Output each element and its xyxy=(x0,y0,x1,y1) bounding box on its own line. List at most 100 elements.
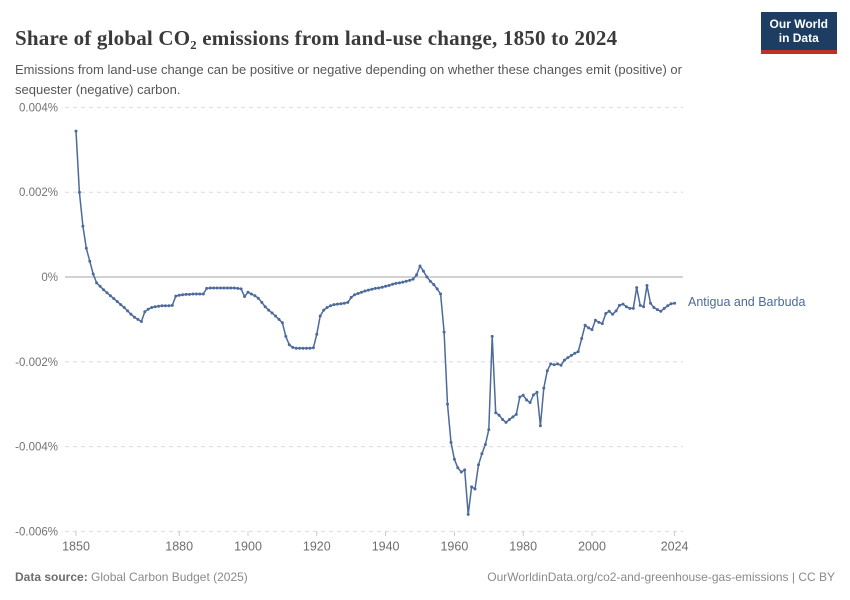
data-point-marker[interactable] xyxy=(425,275,429,279)
data-point-marker[interactable] xyxy=(638,303,642,307)
data-point-marker[interactable] xyxy=(556,362,560,366)
data-point-marker[interactable] xyxy=(490,334,494,338)
data-point-marker[interactable] xyxy=(146,307,150,311)
data-point-marker[interactable] xyxy=(404,279,408,283)
data-point-marker[interactable] xyxy=(305,346,308,350)
data-point-marker[interactable] xyxy=(170,303,174,307)
data-point-marker[interactable] xyxy=(377,286,381,290)
data-point-marker[interactable] xyxy=(301,346,305,350)
data-point-marker[interactable] xyxy=(552,363,556,367)
data-point-marker[interactable] xyxy=(294,346,298,350)
data-point-marker[interactable] xyxy=(514,412,518,416)
data-point-marker[interactable] xyxy=(88,259,92,263)
data-point-marker[interactable] xyxy=(256,296,260,300)
data-point-marker[interactable] xyxy=(133,315,136,319)
data-point-marker[interactable] xyxy=(621,302,625,306)
data-point-marker[interactable] xyxy=(446,402,449,406)
data-point-marker[interactable] xyxy=(387,284,391,287)
data-point-marker[interactable] xyxy=(84,246,88,250)
data-point-marker[interactable] xyxy=(628,306,632,310)
data-point-marker[interactable] xyxy=(600,322,604,326)
data-point-marker[interactable] xyxy=(559,363,563,367)
data-point-marker[interactable] xyxy=(143,310,147,314)
data-point-marker[interactable] xyxy=(225,286,229,290)
data-point-marker[interactable] xyxy=(655,308,659,312)
data-point-marker[interactable] xyxy=(614,309,618,313)
data-point-marker[interactable] xyxy=(532,393,535,397)
data-point-marker[interactable] xyxy=(287,343,291,347)
data-point-marker[interactable] xyxy=(177,293,181,297)
data-point-marker[interactable] xyxy=(91,272,95,276)
data-point-marker[interactable] xyxy=(102,288,105,292)
data-point-marker[interactable] xyxy=(205,286,209,290)
data-point-marker[interactable] xyxy=(611,312,615,316)
data-point-marker[interactable] xyxy=(528,401,532,404)
data-point-marker[interactable] xyxy=(635,286,639,290)
data-point-marker[interactable] xyxy=(607,309,611,313)
data-point-marker[interactable] xyxy=(542,386,546,390)
data-point-marker[interactable] xyxy=(95,281,99,285)
data-point-marker[interactable] xyxy=(353,293,357,297)
data-point-marker[interactable] xyxy=(366,288,370,292)
data-point-marker[interactable] xyxy=(439,292,443,296)
data-point-marker[interactable] xyxy=(590,328,594,332)
data-point-marker[interactable] xyxy=(219,286,222,290)
data-point-marker[interactable] xyxy=(342,301,346,305)
data-point-marker[interactable] xyxy=(129,312,133,316)
data-point-marker[interactable] xyxy=(535,390,539,394)
data-point-marker[interactable] xyxy=(157,304,161,308)
data-point-marker[interactable] xyxy=(538,424,542,428)
data-point-marker[interactable] xyxy=(356,292,360,295)
data-point-marker[interactable] xyxy=(494,411,498,415)
data-point-marker[interactable] xyxy=(401,280,405,284)
data-point-marker[interactable] xyxy=(160,304,164,308)
data-point-marker[interactable] xyxy=(432,283,436,287)
data-point-marker[interactable] xyxy=(284,334,288,338)
data-point-marker[interactable] xyxy=(191,292,195,296)
data-point-marker[interactable] xyxy=(263,305,267,309)
data-point-marker[interactable] xyxy=(652,306,656,309)
data-point-marker[interactable] xyxy=(501,418,505,421)
data-point-marker[interactable] xyxy=(188,292,191,296)
data-point-marker[interactable] xyxy=(587,326,591,330)
data-point-marker[interactable] xyxy=(569,353,573,357)
data-point-marker[interactable] xyxy=(563,358,566,362)
data-point-marker[interactable] xyxy=(184,292,188,296)
data-point-marker[interactable] xyxy=(274,314,277,318)
data-point-marker[interactable] xyxy=(298,346,302,350)
data-point-marker[interactable] xyxy=(239,287,243,291)
data-point-marker[interactable] xyxy=(593,318,597,322)
entity-label[interactable]: Antigua and Barbuda xyxy=(688,295,806,310)
data-point-marker[interactable] xyxy=(669,302,673,306)
data-point-marker[interactable] xyxy=(370,287,374,291)
data-point-marker[interactable] xyxy=(662,306,666,310)
data-point-marker[interactable] xyxy=(315,332,319,336)
data-point-marker[interactable] xyxy=(511,415,515,419)
data-point-marker[interactable] xyxy=(576,350,580,354)
data-point-marker[interactable] xyxy=(673,301,677,305)
data-point-marker[interactable] xyxy=(198,292,202,296)
data-point-marker[interactable] xyxy=(397,281,401,285)
data-point-marker[interactable] xyxy=(243,295,247,298)
data-point-marker[interactable] xyxy=(545,369,549,373)
data-point-marker[interactable] xyxy=(645,284,649,287)
data-point-marker[interactable] xyxy=(98,284,102,288)
data-point-marker[interactable] xyxy=(642,305,646,309)
data-point-marker[interactable] xyxy=(363,289,367,293)
data-point-marker[interactable] xyxy=(174,294,178,298)
data-point-marker[interactable] xyxy=(421,269,425,273)
data-point-marker[interactable] xyxy=(318,314,322,318)
data-point-marker[interactable] xyxy=(597,320,601,324)
data-point-marker[interactable] xyxy=(346,300,350,304)
data-point-marker[interactable] xyxy=(631,306,635,310)
data-point-marker[interactable] xyxy=(384,284,388,288)
data-point-marker[interactable] xyxy=(291,345,295,349)
data-point-marker[interactable] xyxy=(167,304,171,308)
data-point-marker[interactable] xyxy=(139,320,143,323)
data-point-marker[interactable] xyxy=(507,418,511,421)
data-point-marker[interactable] xyxy=(477,463,480,467)
data-point-marker[interactable] xyxy=(604,312,608,315)
data-point-marker[interactable] xyxy=(463,468,467,472)
data-point-marker[interactable] xyxy=(122,306,126,309)
